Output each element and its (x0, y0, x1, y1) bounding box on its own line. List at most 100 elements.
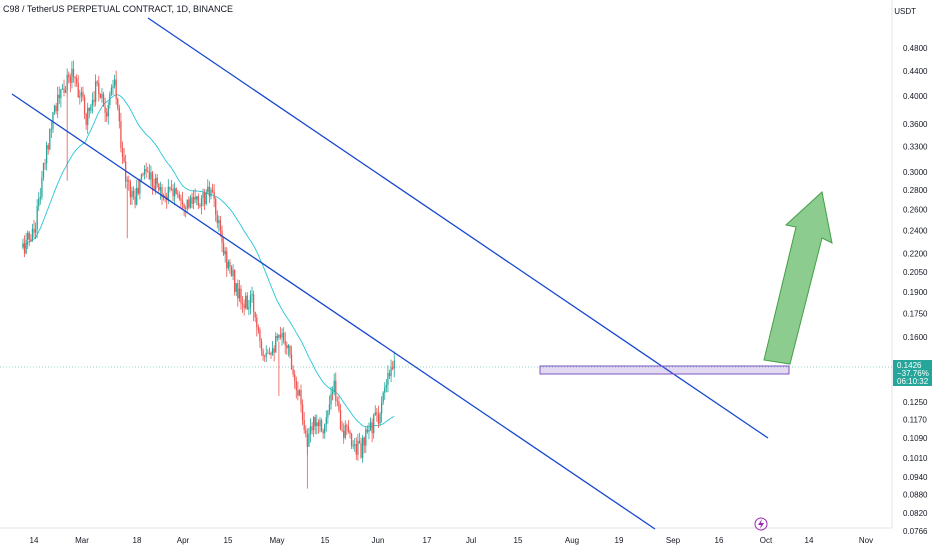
candle (252, 290, 255, 322)
candle (290, 345, 293, 370)
candle (142, 172, 144, 177)
bullish-arrow[interactable] (763, 191, 833, 365)
candle (136, 179, 138, 206)
candle (199, 203, 201, 209)
candle (385, 379, 387, 393)
candle (267, 349, 269, 354)
candle (129, 179, 132, 205)
candle (203, 189, 206, 210)
candle (25, 232, 27, 255)
candle (347, 420, 350, 434)
candle (77, 75, 79, 98)
candle (388, 369, 391, 380)
candle (365, 426, 367, 453)
candle (313, 416, 315, 437)
candle (45, 141, 48, 171)
candle (106, 108, 108, 122)
time-tick-label: Nov (859, 536, 873, 545)
candle (194, 188, 196, 203)
candle (368, 422, 370, 440)
candle (350, 432, 353, 450)
candle (226, 246, 228, 277)
candle (213, 184, 215, 208)
candle (88, 107, 90, 119)
candle (23, 235, 26, 258)
price-tick-label: 0.1170 (903, 416, 927, 425)
candle (366, 425, 369, 434)
candle (297, 381, 299, 401)
price-tick-label: 0.0940 (903, 473, 928, 482)
candle (390, 359, 392, 383)
candle (166, 192, 168, 209)
candle (281, 328, 283, 346)
candle (140, 173, 143, 182)
candle (333, 373, 335, 396)
candle (338, 395, 340, 413)
candle (328, 395, 331, 416)
candle (377, 405, 380, 429)
price-tick-label: 0.1090 (903, 434, 928, 443)
candle (82, 86, 84, 101)
candle (189, 195, 192, 209)
time-tick-label: 14 (805, 536, 814, 545)
candle (175, 187, 177, 195)
candle (319, 417, 321, 433)
price-tick-label: 0.1750 (903, 310, 928, 319)
channel-upper-line[interactable] (147, 17, 769, 439)
candle (341, 421, 343, 433)
candle (235, 283, 237, 297)
candle (308, 427, 310, 447)
candle (39, 188, 41, 205)
candle (380, 396, 383, 423)
price-tick-label: 0.4000 (903, 92, 928, 101)
price-axis[interactable]: 0.4800 0.4400 0.4000 0.3600 0.3300 0.3000 0.28… (903, 44, 928, 536)
candle (120, 112, 122, 153)
candle (115, 70, 117, 105)
candle (85, 112, 87, 130)
candle (145, 162, 147, 179)
price-tick-label: 0.0880 (903, 490, 928, 499)
candle (246, 292, 248, 310)
candle (256, 313, 258, 337)
candle (295, 376, 297, 399)
candle (63, 79, 65, 97)
candle (273, 345, 275, 362)
candle (324, 423, 326, 439)
candle (128, 175, 130, 191)
candle (34, 222, 37, 239)
candle (79, 89, 81, 105)
candle (227, 259, 229, 271)
candle (336, 396, 339, 407)
resistance-zone-box[interactable] (539, 365, 790, 375)
candle (294, 369, 296, 389)
candle (57, 86, 59, 119)
candle (352, 440, 354, 450)
time-tick-label: Jun (372, 536, 385, 545)
candle (68, 71, 70, 84)
candle (38, 192, 40, 211)
candle (343, 423, 345, 444)
candle (123, 147, 125, 164)
event-lightning-icon[interactable] (754, 517, 768, 531)
candle (50, 121, 53, 138)
candle (292, 365, 294, 378)
candle (210, 187, 212, 200)
candle (317, 419, 320, 434)
candle (249, 290, 252, 315)
candle (275, 332, 277, 353)
drawings-layer (0, 17, 892, 530)
candle (262, 348, 264, 361)
candle (170, 179, 173, 191)
candle (172, 184, 174, 201)
time-axis[interactable]: 14 Mar 18 Apr 15 May 15 Jun 17 Jul 15 Aug 19 Sep 16 Oct… (30, 517, 874, 545)
candle (47, 143, 49, 155)
candle (74, 76, 76, 87)
candle (36, 199, 38, 239)
candle (112, 79, 114, 95)
channel-lower-line[interactable] (11, 93, 656, 530)
candle (192, 190, 195, 210)
candle (98, 75, 100, 102)
price-tick-label: 0.1250 (903, 398, 928, 407)
candle (230, 265, 233, 277)
